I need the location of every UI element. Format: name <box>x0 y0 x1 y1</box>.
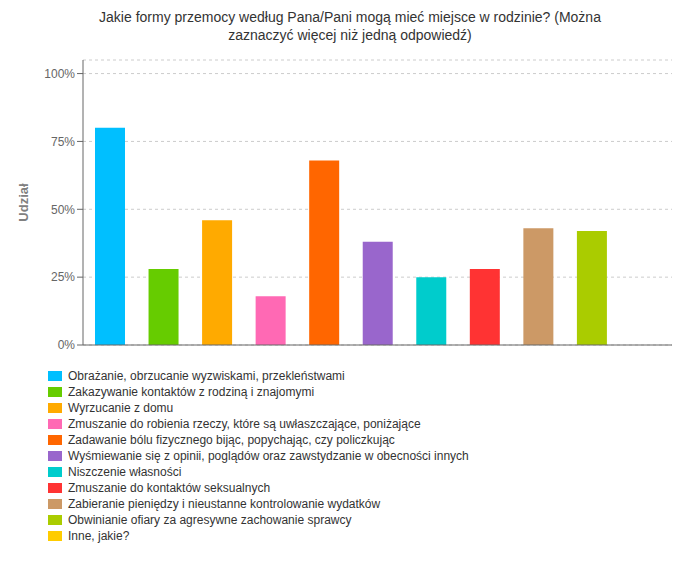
svg-text:50%: 50% <box>51 203 75 217</box>
svg-text:25%: 25% <box>51 270 75 284</box>
html-text:Wyrzucanie z domu: Wyrzucanie z domu <box>68 401 174 415</box>
svg-text:Udział: Udział <box>16 183 31 222</box>
html-text:Zabieranie pieniędzy i nieusta: Zabieranie pieniędzy i nieustanne kontro… <box>68 497 381 511</box>
html-text:Zadawanie bólu fizycznego biją: Zadawanie bólu fizycznego bijąc, popycha… <box>68 433 395 447</box>
html-text:Zmuszanie do kontaktów seksual: Zmuszanie do kontaktów seksualnych <box>68 481 271 495</box>
html-text:Obwinianie ofiary za agresywne: Obwinianie ofiary za agresywne zachowani… <box>68 513 352 527</box>
html-text:Zakazywanie kontaktów z rodzin: Zakazywanie kontaktów z rodziną i znajom… <box>68 385 315 399</box>
svg-text:100%: 100% <box>44 67 75 81</box>
html-text:Obrażanie, obrzucanie wyzwiska: Obrażanie, obrzucanie wyzwiskami, przekl… <box>68 369 345 383</box>
html-text:Jakie formy przemocy według Pa: Jakie formy przemocy według Pana/Pani mo… <box>99 9 601 43</box>
html-text:Wyśmiewanie się z opinii, pogl: Wyśmiewanie się z opinii, poglądów oraz … <box>68 449 469 463</box>
html-text:Inne, jakie?: Inne, jakie? <box>68 529 130 543</box>
svg-text:0%: 0% <box>58 338 76 352</box>
html-text:Zmuszanie do robienia rzeczy,: Zmuszanie do robienia rzeczy, które są u… <box>68 417 421 431</box>
html-text:Niszczenie własności: Niszczenie własności <box>68 465 182 479</box>
svg-text:75%: 75% <box>51 135 75 149</box>
